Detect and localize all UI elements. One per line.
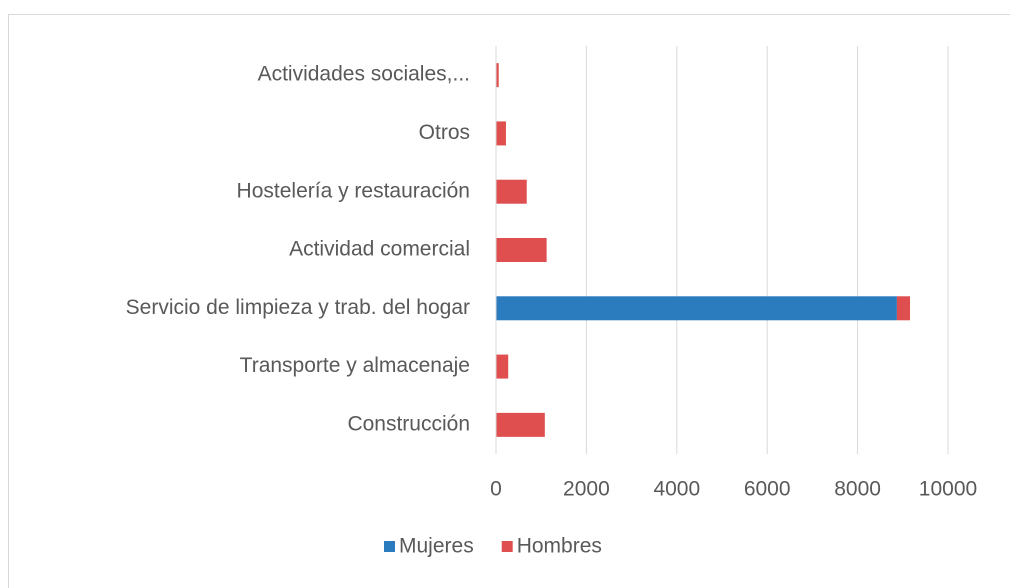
bar — [496, 354, 509, 379]
bar — [496, 296, 897, 321]
x-tick-label: 10000 — [919, 478, 977, 501]
bar — [496, 238, 547, 262]
y-tick-label: Otros — [419, 121, 470, 144]
legend-swatch — [384, 541, 395, 552]
y-tick-label: Transporte y almacenaje — [240, 354, 470, 377]
bar — [496, 412, 545, 437]
x-tick-label: 2000 — [563, 478, 610, 501]
y-tick-label: Actividades sociales,... — [258, 63, 470, 86]
legend-swatch — [501, 541, 513, 552]
bar — [496, 121, 506, 146]
bar — [896, 296, 911, 321]
y-tick-label: Construcción — [347, 412, 470, 435]
y-tick-label: Hostelería y restauración — [237, 179, 470, 202]
x-tick-label: 4000 — [653, 478, 700, 501]
legend-label: Hombres — [517, 535, 602, 558]
y-tick-label: Servicio de limpieza y trab. del hogar — [126, 296, 470, 319]
legend-label: Mujeres — [399, 535, 474, 558]
x-tick-label: 6000 — [744, 478, 791, 501]
x-tick-label: 0 — [490, 478, 502, 501]
y-tick-label: Actividad comercial — [289, 238, 470, 261]
bar — [496, 63, 499, 88]
x-tick-label: 8000 — [834, 478, 881, 501]
chart-frame — [8, 14, 1010, 588]
bar — [496, 179, 527, 204]
